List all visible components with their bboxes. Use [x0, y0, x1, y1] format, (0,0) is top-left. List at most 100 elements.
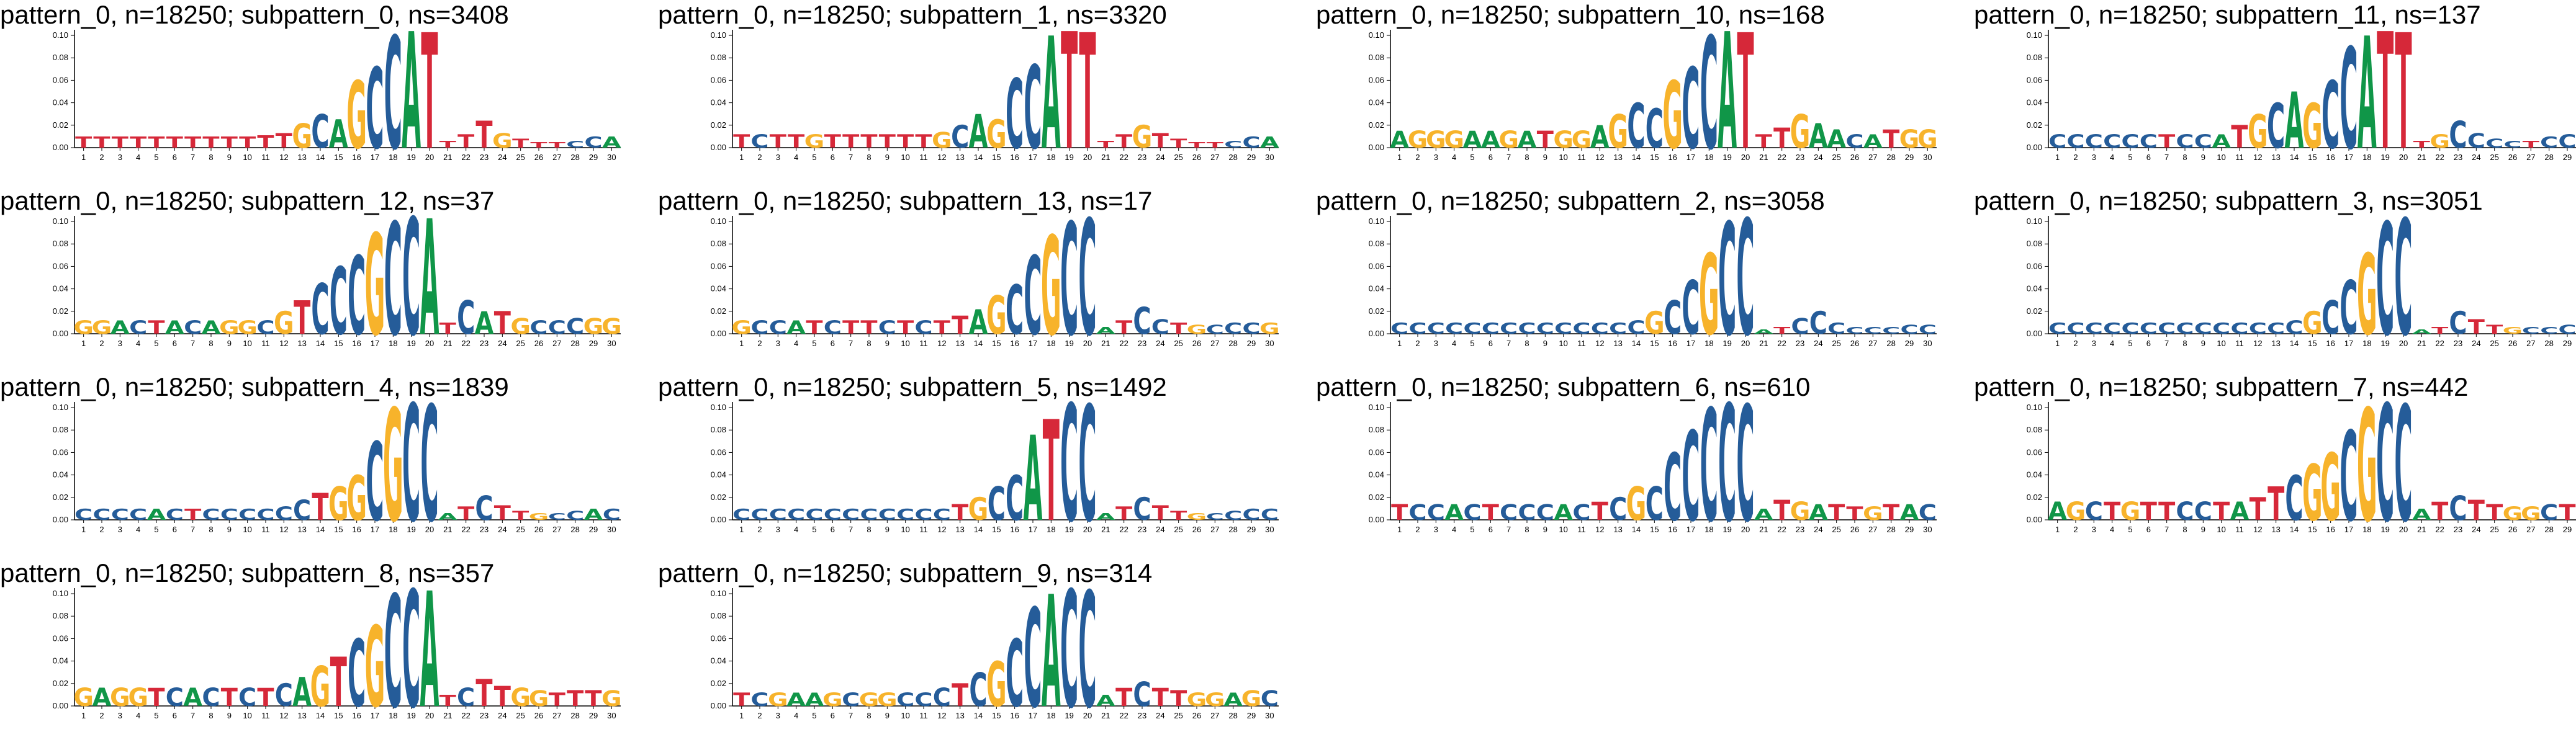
- logo-letter-T: T: [842, 131, 859, 153]
- logo-letter-C: C: [1133, 300, 1151, 342]
- logo-letter-C: C: [1224, 319, 1242, 337]
- logo-letter-C: C: [1845, 326, 1863, 336]
- logo-letter-T: T: [1061, 0, 1078, 185]
- x-tick-label: 10: [2217, 525, 2225, 534]
- x-tick-label: 28: [1228, 339, 1237, 348]
- logo-letter-T: T: [166, 133, 184, 151]
- y-tick-label: 0.00: [1369, 329, 1384, 338]
- logo-letter-C: C: [1060, 372, 1078, 558]
- x-tick-label: 18: [2362, 525, 2371, 534]
- logo-letter-G: G: [1608, 106, 1628, 159]
- logo-letter-G: G: [877, 689, 898, 711]
- y-tick-label: 0.06: [711, 261, 726, 270]
- logo-letter-C: C: [202, 506, 220, 524]
- x-tick-label: 21: [1759, 153, 1768, 162]
- x-tick-label: 11: [919, 153, 928, 162]
- logo-letter-G: G: [529, 512, 549, 522]
- logo-letter-A: A: [602, 133, 621, 151]
- panel-title: pattern_0, n=18250; subpattern_7, ns=442: [1974, 372, 2469, 401]
- y-tick-label: 0.04: [711, 284, 726, 293]
- x-tick-label: 11: [919, 339, 928, 348]
- logo-letter-C: C: [824, 317, 842, 339]
- x-tick-label: 11: [919, 525, 928, 534]
- x-tick-label: 28: [2544, 525, 2553, 534]
- x-tick-label: 1: [739, 153, 744, 162]
- logo-letter-A: A: [1718, 0, 1737, 185]
- panel-title: pattern_0, n=18250; subpattern_3, ns=305…: [1974, 186, 2483, 215]
- logo-letter-G: G: [2521, 503, 2541, 525]
- x-tick-label: 21: [443, 153, 452, 162]
- logo-letter-C: C: [366, 46, 384, 174]
- x-tick-label: 12: [279, 339, 288, 348]
- logo-letter-T: T: [421, 1, 438, 186]
- y-tick-label: 0.08: [711, 53, 726, 62]
- x-tick-label: 24: [1156, 339, 1164, 348]
- x-tick-label: 5: [2128, 339, 2132, 348]
- y-tick-label: 0.00: [711, 701, 726, 710]
- sequence-logo: 0.000.020.040.060.080.101 2 3 4 5 6 7 8 9 10 11 12 1…: [711, 0, 1279, 185]
- x-tick-label: 15: [334, 339, 343, 348]
- y-tick-label: 0.08: [711, 425, 726, 434]
- x-tick-label: 29: [589, 339, 598, 348]
- panel-title: pattern_0, n=18250; subpattern_11, ns=13…: [1974, 0, 2481, 29]
- logo-letter-C: C: [1500, 319, 1518, 337]
- y-tick-label: 0.00: [53, 329, 68, 338]
- logo-letter-G: G: [1790, 498, 1811, 526]
- logo-panel: pattern_0, n=18250; subpattern_1, ns=332…: [658, 0, 1279, 185]
- logo-letter-C: C: [1078, 373, 1096, 558]
- x-tick-label: 24: [1814, 339, 1822, 348]
- x-tick-label: 18: [389, 153, 397, 162]
- logo-letter-A: A: [1827, 125, 1846, 154]
- logo-letter-T: T: [202, 133, 220, 151]
- y-tick-label: 0.00: [53, 701, 68, 710]
- x-tick-label: 28: [570, 711, 579, 720]
- x-tick-label: 1: [1397, 153, 1402, 162]
- y-tick-label: 0.04: [53, 98, 68, 107]
- y-tick-label: 0.06: [53, 75, 68, 84]
- logo-letter-T: T: [806, 317, 822, 339]
- x-tick-label: 3: [2092, 525, 2096, 534]
- logo-letter-G: G: [2248, 106, 2268, 159]
- logo-letter-A: A: [1900, 499, 1919, 525]
- logo-letter-C: C: [750, 689, 768, 711]
- logo-letter-C: C: [166, 684, 184, 712]
- logo-letter-A: A: [1260, 133, 1279, 151]
- x-tick-label: 23: [1138, 711, 1146, 720]
- logo-letter-A: A: [1444, 499, 1464, 525]
- x-tick-label: 20: [2399, 153, 2408, 162]
- x-tick-label: 15: [992, 339, 1001, 348]
- logo-letter-A: A: [147, 506, 166, 524]
- x-tick-label: 9: [227, 153, 232, 162]
- logo-letter-C: C: [2085, 498, 2103, 526]
- logo-letter-G: G: [110, 684, 130, 712]
- y-tick-label: 0.08: [2027, 53, 2042, 62]
- logo-letter-A: A: [438, 512, 458, 522]
- logo-letter-C: C: [475, 489, 493, 529]
- logo-letter-C: C: [2558, 323, 2576, 337]
- logo-letter-C: C: [2449, 305, 2467, 341]
- logo-letter-A: A: [1042, 5, 1061, 184]
- logo-letter-C: C: [2558, 131, 2576, 153]
- logo-letter-C: C: [330, 248, 348, 355]
- x-tick-label: 2: [2073, 153, 2078, 162]
- sequence-logo: 0.000.020.040.060.080.101 2 3 4 5 6 7 8 9 10 11 12 1…: [53, 0, 621, 185]
- x-tick-label: 15: [334, 153, 343, 162]
- logo-letter-C: C: [1390, 319, 1408, 337]
- x-tick-label: 22: [461, 339, 470, 348]
- logo-letter-T: T: [457, 131, 474, 153]
- x-tick-label: 10: [243, 711, 251, 720]
- x-tick-label: 3: [1434, 153, 1438, 162]
- x-tick-label: 5: [2128, 525, 2132, 534]
- x-tick-label: 26: [534, 525, 543, 534]
- x-tick-label: 26: [534, 153, 543, 162]
- x-tick-label: 16: [2326, 153, 2335, 162]
- logo-letter-C: C: [348, 620, 366, 728]
- logo-letter-G: G: [292, 117, 312, 156]
- x-tick-label: 5: [812, 153, 816, 162]
- logo-letter-A: A: [475, 305, 494, 341]
- x-tick-label: 20: [1083, 525, 1092, 534]
- x-tick-label: 28: [1228, 711, 1237, 720]
- logo-letter-T: T: [2268, 478, 2284, 532]
- logo-letter-C: C: [2376, 372, 2394, 558]
- x-tick-label: 30: [1265, 525, 1274, 534]
